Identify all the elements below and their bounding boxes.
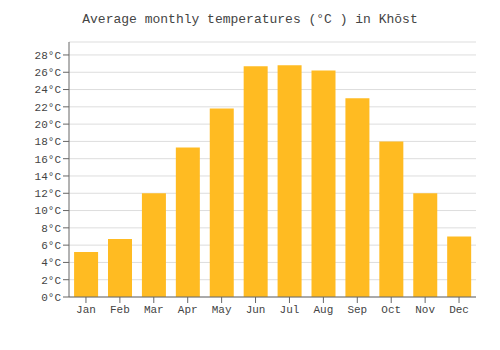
- svg-text:28°C: 28°C: [35, 50, 62, 62]
- svg-text:Mar: Mar: [144, 304, 164, 316]
- svg-text:22°C: 22°C: [35, 102, 62, 114]
- svg-text:Aug: Aug: [313, 304, 333, 316]
- svg-text:10°C: 10°C: [35, 205, 62, 217]
- svg-text:12°C: 12°C: [35, 188, 62, 200]
- svg-text:Oct: Oct: [381, 304, 401, 316]
- svg-text:2°C: 2°C: [41, 275, 61, 287]
- svg-text:6°C: 6°C: [41, 240, 61, 252]
- svg-text:16°C: 16°C: [35, 154, 62, 166]
- svg-text:Feb: Feb: [110, 304, 130, 316]
- svg-text:Apr: Apr: [178, 304, 198, 316]
- svg-text:Jan: Jan: [76, 304, 96, 316]
- svg-text:26°C: 26°C: [35, 67, 62, 79]
- svg-text:Jun: Jun: [246, 304, 266, 316]
- svg-text:0°C: 0°C: [41, 292, 61, 304]
- svg-text:8°C: 8°C: [41, 223, 61, 235]
- svg-text:20°C: 20°C: [35, 119, 62, 131]
- svg-text:4°C: 4°C: [41, 257, 61, 269]
- svg-text:Nov: Nov: [415, 304, 435, 316]
- html-text:Average monthly temperatures (: Average monthly temperatures (°C ) in Kh…: [82, 12, 418, 27]
- svg-text:Dec: Dec: [449, 304, 469, 316]
- svg-text:May: May: [212, 304, 232, 316]
- svg-text:14°C: 14°C: [35, 171, 62, 183]
- svg-text:18°C: 18°C: [35, 136, 62, 148]
- svg-text:Sep: Sep: [347, 304, 367, 316]
- svg-text:Jul: Jul: [280, 304, 300, 316]
- svg-text:24°C: 24°C: [35, 84, 62, 96]
